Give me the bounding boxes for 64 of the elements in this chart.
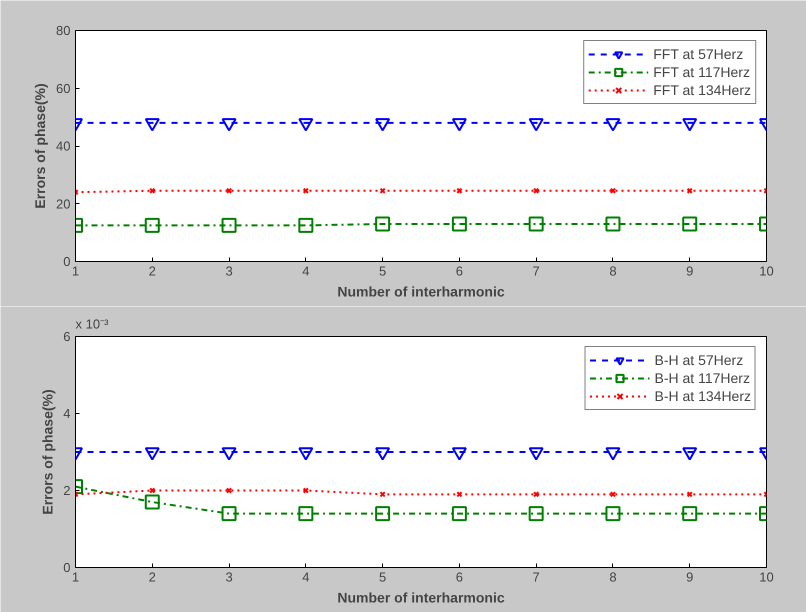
point — [298, 218, 314, 233]
legend-label: FFT at 117Herz — [653, 63, 750, 81]
point — [144, 218, 160, 233]
x-tick-label: 5 — [378, 264, 386, 278]
x-tick-label: 10 — [759, 264, 774, 278]
point — [222, 218, 237, 233]
point — [452, 216, 467, 232]
legend-label: B-H at 134Herz — [654, 387, 751, 405]
point — [605, 216, 620, 232]
text: x 10⁻³ — [76, 316, 110, 332]
point — [149, 188, 156, 194]
y-tick-label: 40 — [56, 138, 71, 154]
legend-label: B-H at 57Herz — [654, 351, 744, 369]
point — [452, 118, 467, 132]
y-tick-label: 60 — [56, 80, 71, 96]
x-tick-label: 8 — [609, 264, 617, 278]
y-tick-label: 4 — [63, 406, 71, 421]
y-axis-title: Errors of phase(%) — [32, 83, 48, 209]
y-tick-label: 20 — [56, 196, 71, 212]
point — [610, 188, 616, 194]
legend-label: FFT at 57Herz — [653, 45, 744, 63]
x-axis-title: Number of interharmonic — [337, 284, 505, 300]
x-tick-label: 4 — [302, 264, 310, 278]
point — [528, 118, 544, 132]
y-tick-label: 80 — [56, 23, 71, 38]
point — [686, 188, 693, 194]
x-tick-label: 6 — [456, 264, 464, 278]
x-tick-label: 2 — [148, 264, 156, 278]
point — [302, 188, 309, 194]
x-tick-label: 7 — [532, 264, 540, 278]
point — [375, 216, 390, 232]
point — [456, 188, 463, 194]
x-tick-label: 10 — [759, 570, 774, 584]
x-tick-label: 9 — [686, 264, 694, 278]
point — [379, 188, 386, 194]
point — [144, 118, 160, 132]
y-tick-label: 2 — [63, 483, 71, 498]
x-tick-label: 9 — [686, 570, 694, 584]
point — [682, 216, 698, 232]
point — [375, 118, 390, 132]
x-axis-title: Number of interharmonic — [337, 590, 505, 606]
x-tick-label: 5 — [378, 570, 386, 584]
point — [605, 118, 620, 132]
point — [533, 188, 540, 194]
x-tick-label: 1 — [72, 570, 80, 584]
x-tick-label: 3 — [225, 264, 233, 278]
x-tick-label: 2 — [148, 570, 156, 584]
point — [226, 188, 232, 194]
x-tick-label: 3 — [225, 570, 233, 584]
y-tick-label: 0 — [63, 254, 71, 269]
y-axis-title: Errors of phase(%) — [39, 389, 56, 515]
y-tick-label: 0 — [63, 560, 71, 575]
point — [682, 118, 698, 132]
x-tick-label: 8 — [609, 570, 617, 584]
x-tick-label: 6 — [456, 570, 464, 584]
x-tick-label: 1 — [72, 264, 80, 278]
point — [528, 216, 544, 232]
point — [222, 118, 237, 132]
legend-label: FFT at 134Herz — [653, 81, 751, 99]
x-tick-label: 4 — [302, 570, 310, 584]
x-tick-label: 7 — [532, 570, 540, 584]
legend-label: B-H at 117Herz — [654, 369, 750, 387]
point — [298, 118, 314, 132]
y-tick-label: 6 — [63, 329, 71, 344]
